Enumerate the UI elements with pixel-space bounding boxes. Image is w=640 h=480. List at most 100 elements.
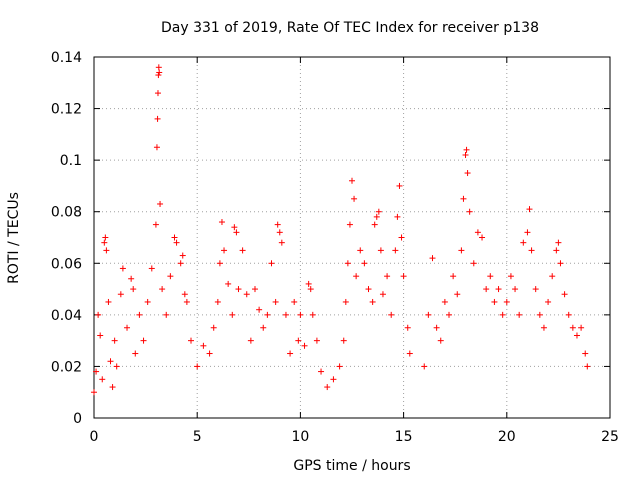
data-point-marker [154,90,161,97]
data-point-marker [124,324,131,331]
data-point-marker [507,273,514,280]
data-point-marker [206,350,213,357]
x-axis-label: GPS time / hours [293,458,410,474]
data-point-marker [214,298,221,305]
data-point-marker [155,72,162,79]
data-point-marker [336,363,343,370]
data-point-marker [268,260,275,267]
data-point-marker [181,291,188,298]
data-point-marker [437,337,444,344]
data-point-marker [251,286,258,293]
data-point-marker [474,229,481,236]
data-point-marker [295,337,302,344]
data-point-marker [555,239,562,246]
data-point-marker [260,324,267,331]
data-point-marker [231,224,238,231]
data-point-marker [346,221,353,228]
data-point-marker [274,221,281,228]
data-point-marker [524,229,531,236]
data-point-marker [102,234,109,241]
data-point-marker [466,208,473,215]
data-point-marker [421,363,428,370]
data-point-marker [229,311,236,318]
data-point-marker [487,273,494,280]
data-point-marker [109,384,116,391]
data-point-marker [128,275,135,282]
data-point-marker [379,291,386,298]
data-point-marker [582,350,589,357]
data-point-marker [111,337,118,344]
data-point-marker [173,239,180,246]
data-point-marker [400,273,407,280]
data-point-marker [282,311,289,318]
x-tick-label: 10 [291,429,309,445]
data-point-marker [349,177,355,184]
data-point-marker [101,239,108,246]
data-point-marker [470,260,477,267]
data-point-marker [450,273,457,280]
data-point-marker [93,368,100,375]
data-point-marker [235,286,242,293]
data-point-marker [483,286,490,293]
y-tick-label: 0.06 [51,256,82,272]
data-point-marker [516,311,523,318]
data-point-marker [157,200,164,207]
data-point-marker [216,260,223,267]
data-point-marker [460,195,467,202]
data-point-marker [446,311,453,318]
data-point-marker [103,247,110,254]
x-tick-label: 5 [193,429,202,445]
data-point-marker [365,286,372,293]
data-point-marker [97,332,104,339]
data-point-marker [584,363,591,370]
data-point-marker [503,298,510,305]
data-point-marker [441,298,448,305]
data-point-marker [340,337,347,344]
data-point-marker [256,306,263,313]
data-point-marker [144,298,151,305]
y-tick-label: 0 [73,411,82,427]
data-point-marker [573,332,580,339]
data-point-marker [557,260,564,267]
data-point-marker [177,260,184,267]
data-point-marker [569,324,576,331]
data-point-marker [396,182,403,189]
chart-title: Day 331 of 2019, Rate Of TEC Index for r… [161,20,539,36]
data-point-marker [499,311,506,318]
grid-lines [94,57,610,418]
data-point-marker [171,234,178,241]
data-point-marker [113,363,120,370]
data-point-marker [553,247,560,254]
data-point-marker [491,298,498,305]
data-point-marker [91,389,97,396]
y-axis-label: ROTI / TECUs [6,192,22,284]
data-point-marker [297,311,304,318]
data-point-marker [183,298,190,305]
data-point-marker [512,286,519,293]
data-point-marker [361,260,368,267]
data-point-marker [152,221,159,228]
data-point-marker [148,265,155,272]
x-tick-label: 15 [395,429,413,445]
data-point-marker [309,311,316,318]
data-point-marker [520,239,527,246]
data-point-marker [276,229,283,236]
data-point-marker [132,350,139,357]
data-point-marker [305,280,312,287]
data-point-marker [156,69,163,76]
data-point-marker [454,291,461,298]
x-tick-label: 25 [601,429,619,445]
data-point-marker [388,311,395,318]
data-point-marker [264,311,271,318]
data-point-marker [377,247,384,254]
data-point-marker [307,286,314,293]
data-point-marker [433,324,440,331]
data-point-marker [462,151,469,158]
data-point-marker [154,115,161,122]
data-point-marker [105,298,112,305]
data-point-marker [233,229,240,236]
data-point-marker [495,286,502,293]
data-point-marker [99,376,106,383]
data-point-marker [425,311,432,318]
